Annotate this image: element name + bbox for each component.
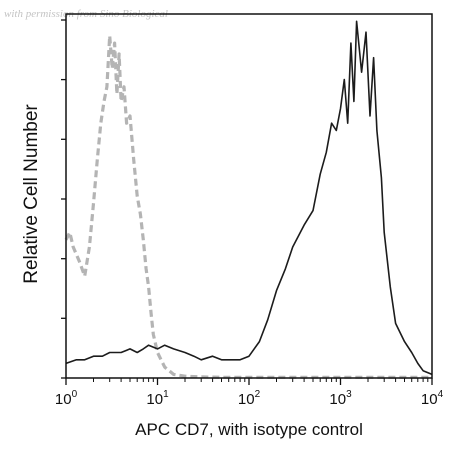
x-tick-label: 103 — [329, 389, 352, 408]
y-axis-label: Relative Cell Number — [21, 104, 42, 284]
x-tick-label: 104 — [421, 389, 444, 408]
x-tick-label: 101 — [146, 389, 169, 408]
plot-frame — [65, 13, 433, 379]
x-tick-label: 102 — [238, 389, 261, 408]
series-layer — [64, 20, 433, 379]
x-axis-label: APC CD7, with isotype control — [135, 420, 363, 439]
x-tick-label: 100 — [55, 389, 78, 408]
series-line-2 — [65, 20, 433, 376]
axes-layer: 100 101 102 103 104 — [55, 13, 444, 408]
series-line-1 — [64, 34, 432, 379]
